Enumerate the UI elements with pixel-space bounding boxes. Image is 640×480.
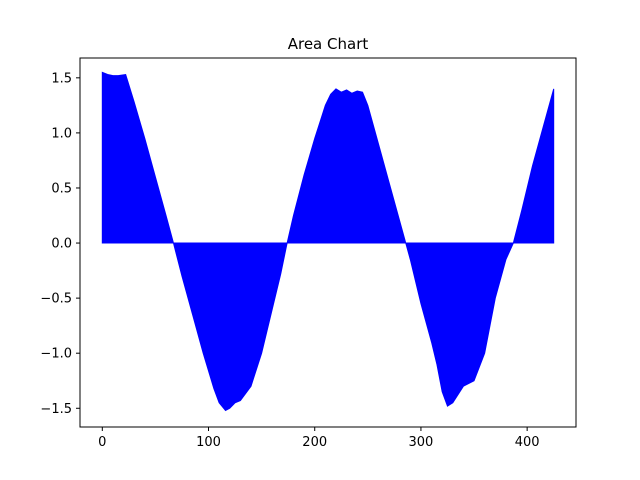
y-tick-label: 1.5 — [51, 71, 72, 86]
x-tick-label: 300 — [409, 435, 434, 450]
chart-title: Area Chart — [288, 35, 369, 53]
axes-frame — [79, 57, 577, 428]
x-tick-label: 400 — [515, 435, 540, 450]
x-axis-ticks: 0 100 200 300 400 — [98, 427, 540, 450]
x-tick-label: 0 — [98, 435, 106, 450]
y-tick-label: −0.5 — [40, 292, 72, 307]
y-tick-label: 1.0 — [51, 126, 72, 141]
y-tick-label: −1.5 — [40, 402, 72, 417]
y-tick-label: 0.0 — [51, 237, 72, 252]
x-tick-label: 200 — [302, 435, 327, 450]
x-tick-label: 100 — [196, 435, 221, 450]
y-axis-ticks: −1.5 −1.0 −0.5 0.0 0.5 1.0 1.5 — [40, 71, 80, 417]
y-tick-label: −1.0 — [40, 347, 72, 362]
y-tick-label: 0.5 — [51, 181, 72, 196]
area-series — [101, 71, 555, 412]
area-layer — [101, 71, 555, 412]
